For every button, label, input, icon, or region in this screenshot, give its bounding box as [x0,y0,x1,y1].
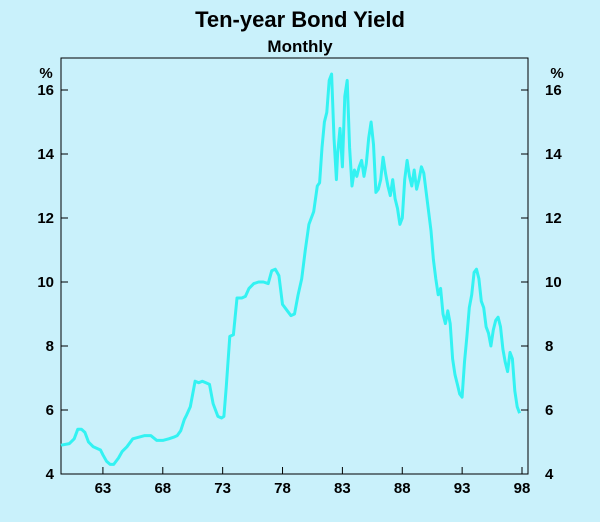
y-unit-left: % [39,65,52,82]
y-tick-label-left: 14 [37,146,54,163]
y-axis: 4 4 6 6 8 8 10 10 12 12 14 14 16 16 [37,82,562,483]
y-tick-label-right: 12 [545,210,562,227]
x-tick-label: 88 [394,480,411,497]
plot-area-frame [60,57,529,475]
y-tick-label-right: 10 [545,274,562,291]
y-tick-label-right: 14 [545,146,562,163]
chart-title: Ten-year Bond Yield [195,7,405,32]
y-tick-label-left: 6 [46,402,54,419]
x-axis: 63 68 73 78 83 88 93 98 [95,467,531,497]
x-tick-label: 68 [154,480,171,497]
y-tick-label-left: 8 [46,338,54,355]
y-unit-right: % [550,65,563,82]
y-tick-label-left: 16 [37,82,54,99]
x-tick-label: 73 [214,480,231,497]
y-tick-label-left: 10 [37,274,54,291]
y-tick-label-right: 8 [545,338,553,355]
y-tick-label-left: 4 [46,466,55,483]
y-tick-label-left: 12 [37,210,54,227]
x-tick-label: 93 [454,480,471,497]
x-tick-label: 98 [514,480,531,497]
x-tick-label: 78 [274,480,291,497]
x-tick-label: 63 [95,480,112,497]
chart-subtitle: Monthly [267,37,333,56]
y-tick-label-right: 16 [545,82,562,99]
series-line-bond-yield [60,72,522,466]
y-tick-label-right: 4 [545,466,554,483]
x-tick-label: 83 [334,480,351,497]
y-tick-label-right: 6 [545,402,553,419]
